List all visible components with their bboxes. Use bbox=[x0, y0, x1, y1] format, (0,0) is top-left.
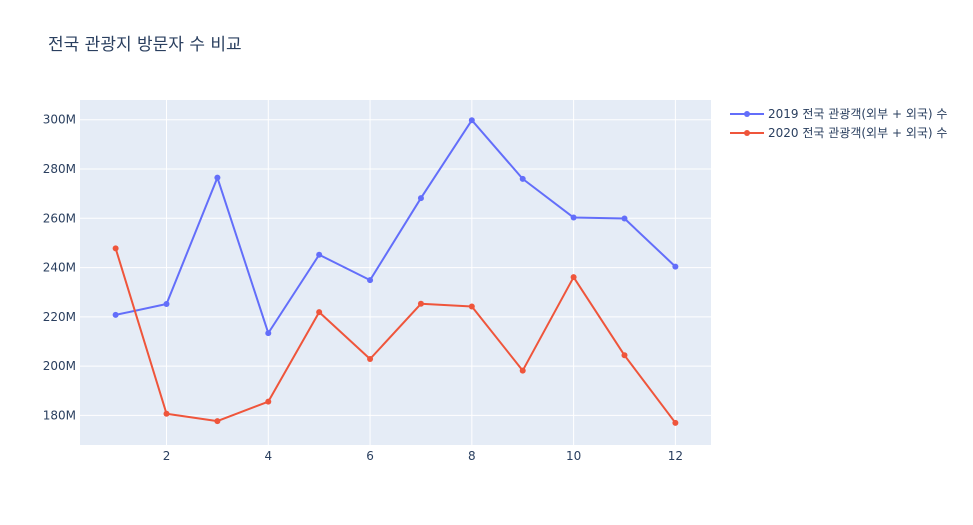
data-point[interactable] bbox=[621, 215, 628, 222]
y-tick-label: 280M bbox=[43, 162, 76, 176]
y-tick-label: 300M bbox=[43, 113, 76, 127]
y-tick-label: 200M bbox=[43, 359, 76, 373]
series-line bbox=[114, 248, 677, 424]
legend-item[interactable]: 2020 전국 관광객(외부 + 외국) 수 bbox=[730, 123, 947, 142]
data-point[interactable] bbox=[316, 309, 323, 316]
data-point[interactable] bbox=[112, 311, 119, 318]
data-point[interactable] bbox=[367, 277, 374, 284]
legend-swatch bbox=[730, 128, 764, 138]
data-point[interactable] bbox=[163, 301, 170, 308]
chart-title: 전국 관광지 방문자 수 비교 bbox=[48, 35, 242, 55]
y-tick-label: 220M bbox=[43, 310, 76, 324]
axis-tick-labels: 180M 200M 220M 240M 260M 280M 300M 2 4 6 8 10 12 bbox=[43, 113, 683, 463]
series-lines bbox=[112, 117, 679, 426]
plot-background bbox=[80, 100, 711, 445]
x-tick-label: 12 bbox=[668, 449, 683, 463]
data-point[interactable] bbox=[367, 355, 374, 362]
data-point[interactable] bbox=[417, 300, 424, 307]
data-point[interactable] bbox=[672, 419, 679, 426]
series-1 bbox=[112, 117, 679, 337]
data-point[interactable] bbox=[214, 174, 221, 181]
x-tick-label: 8 bbox=[468, 449, 476, 463]
data-point[interactable] bbox=[265, 330, 272, 337]
data-point[interactable] bbox=[214, 418, 221, 425]
legend: 2019 전국 관광객(외부 + 외국) 수 2020 전국 관광객(외부 + 외… bbox=[730, 104, 947, 142]
data-point[interactable] bbox=[163, 410, 170, 417]
data-point[interactable] bbox=[468, 117, 475, 124]
y-tick-label: 180M bbox=[43, 408, 76, 422]
x-tick-label: 4 bbox=[264, 449, 272, 463]
y-tick-label: 260M bbox=[43, 211, 76, 225]
data-point[interactable] bbox=[417, 195, 424, 202]
data-point[interactable] bbox=[468, 303, 475, 310]
series-2 bbox=[112, 245, 679, 426]
data-point[interactable] bbox=[112, 245, 119, 252]
data-point[interactable] bbox=[621, 352, 628, 359]
legend-item[interactable]: 2019 전국 관광객(외부 + 외국) 수 bbox=[730, 104, 947, 123]
data-point[interactable] bbox=[570, 214, 577, 221]
x-tick-label: 2 bbox=[163, 449, 171, 463]
legend-label: 2019 전국 관광객(외부 + 외국) 수 bbox=[768, 107, 948, 121]
legend-swatch bbox=[730, 109, 764, 119]
data-point[interactable] bbox=[265, 398, 272, 405]
x-tick-label: 10 bbox=[566, 449, 581, 463]
data-point[interactable] bbox=[570, 274, 577, 281]
x-tick-label: 6 bbox=[366, 449, 374, 463]
y-tick-label: 240M bbox=[43, 261, 76, 275]
legend-label: 2020 전국 관광객(외부 + 외국) 수 bbox=[768, 126, 948, 140]
data-point[interactable] bbox=[672, 263, 679, 270]
data-point[interactable] bbox=[316, 251, 323, 258]
data-point[interactable] bbox=[519, 367, 526, 374]
series-line bbox=[115, 119, 677, 335]
grid-lines bbox=[80, 100, 711, 445]
data-point[interactable] bbox=[519, 175, 526, 182]
